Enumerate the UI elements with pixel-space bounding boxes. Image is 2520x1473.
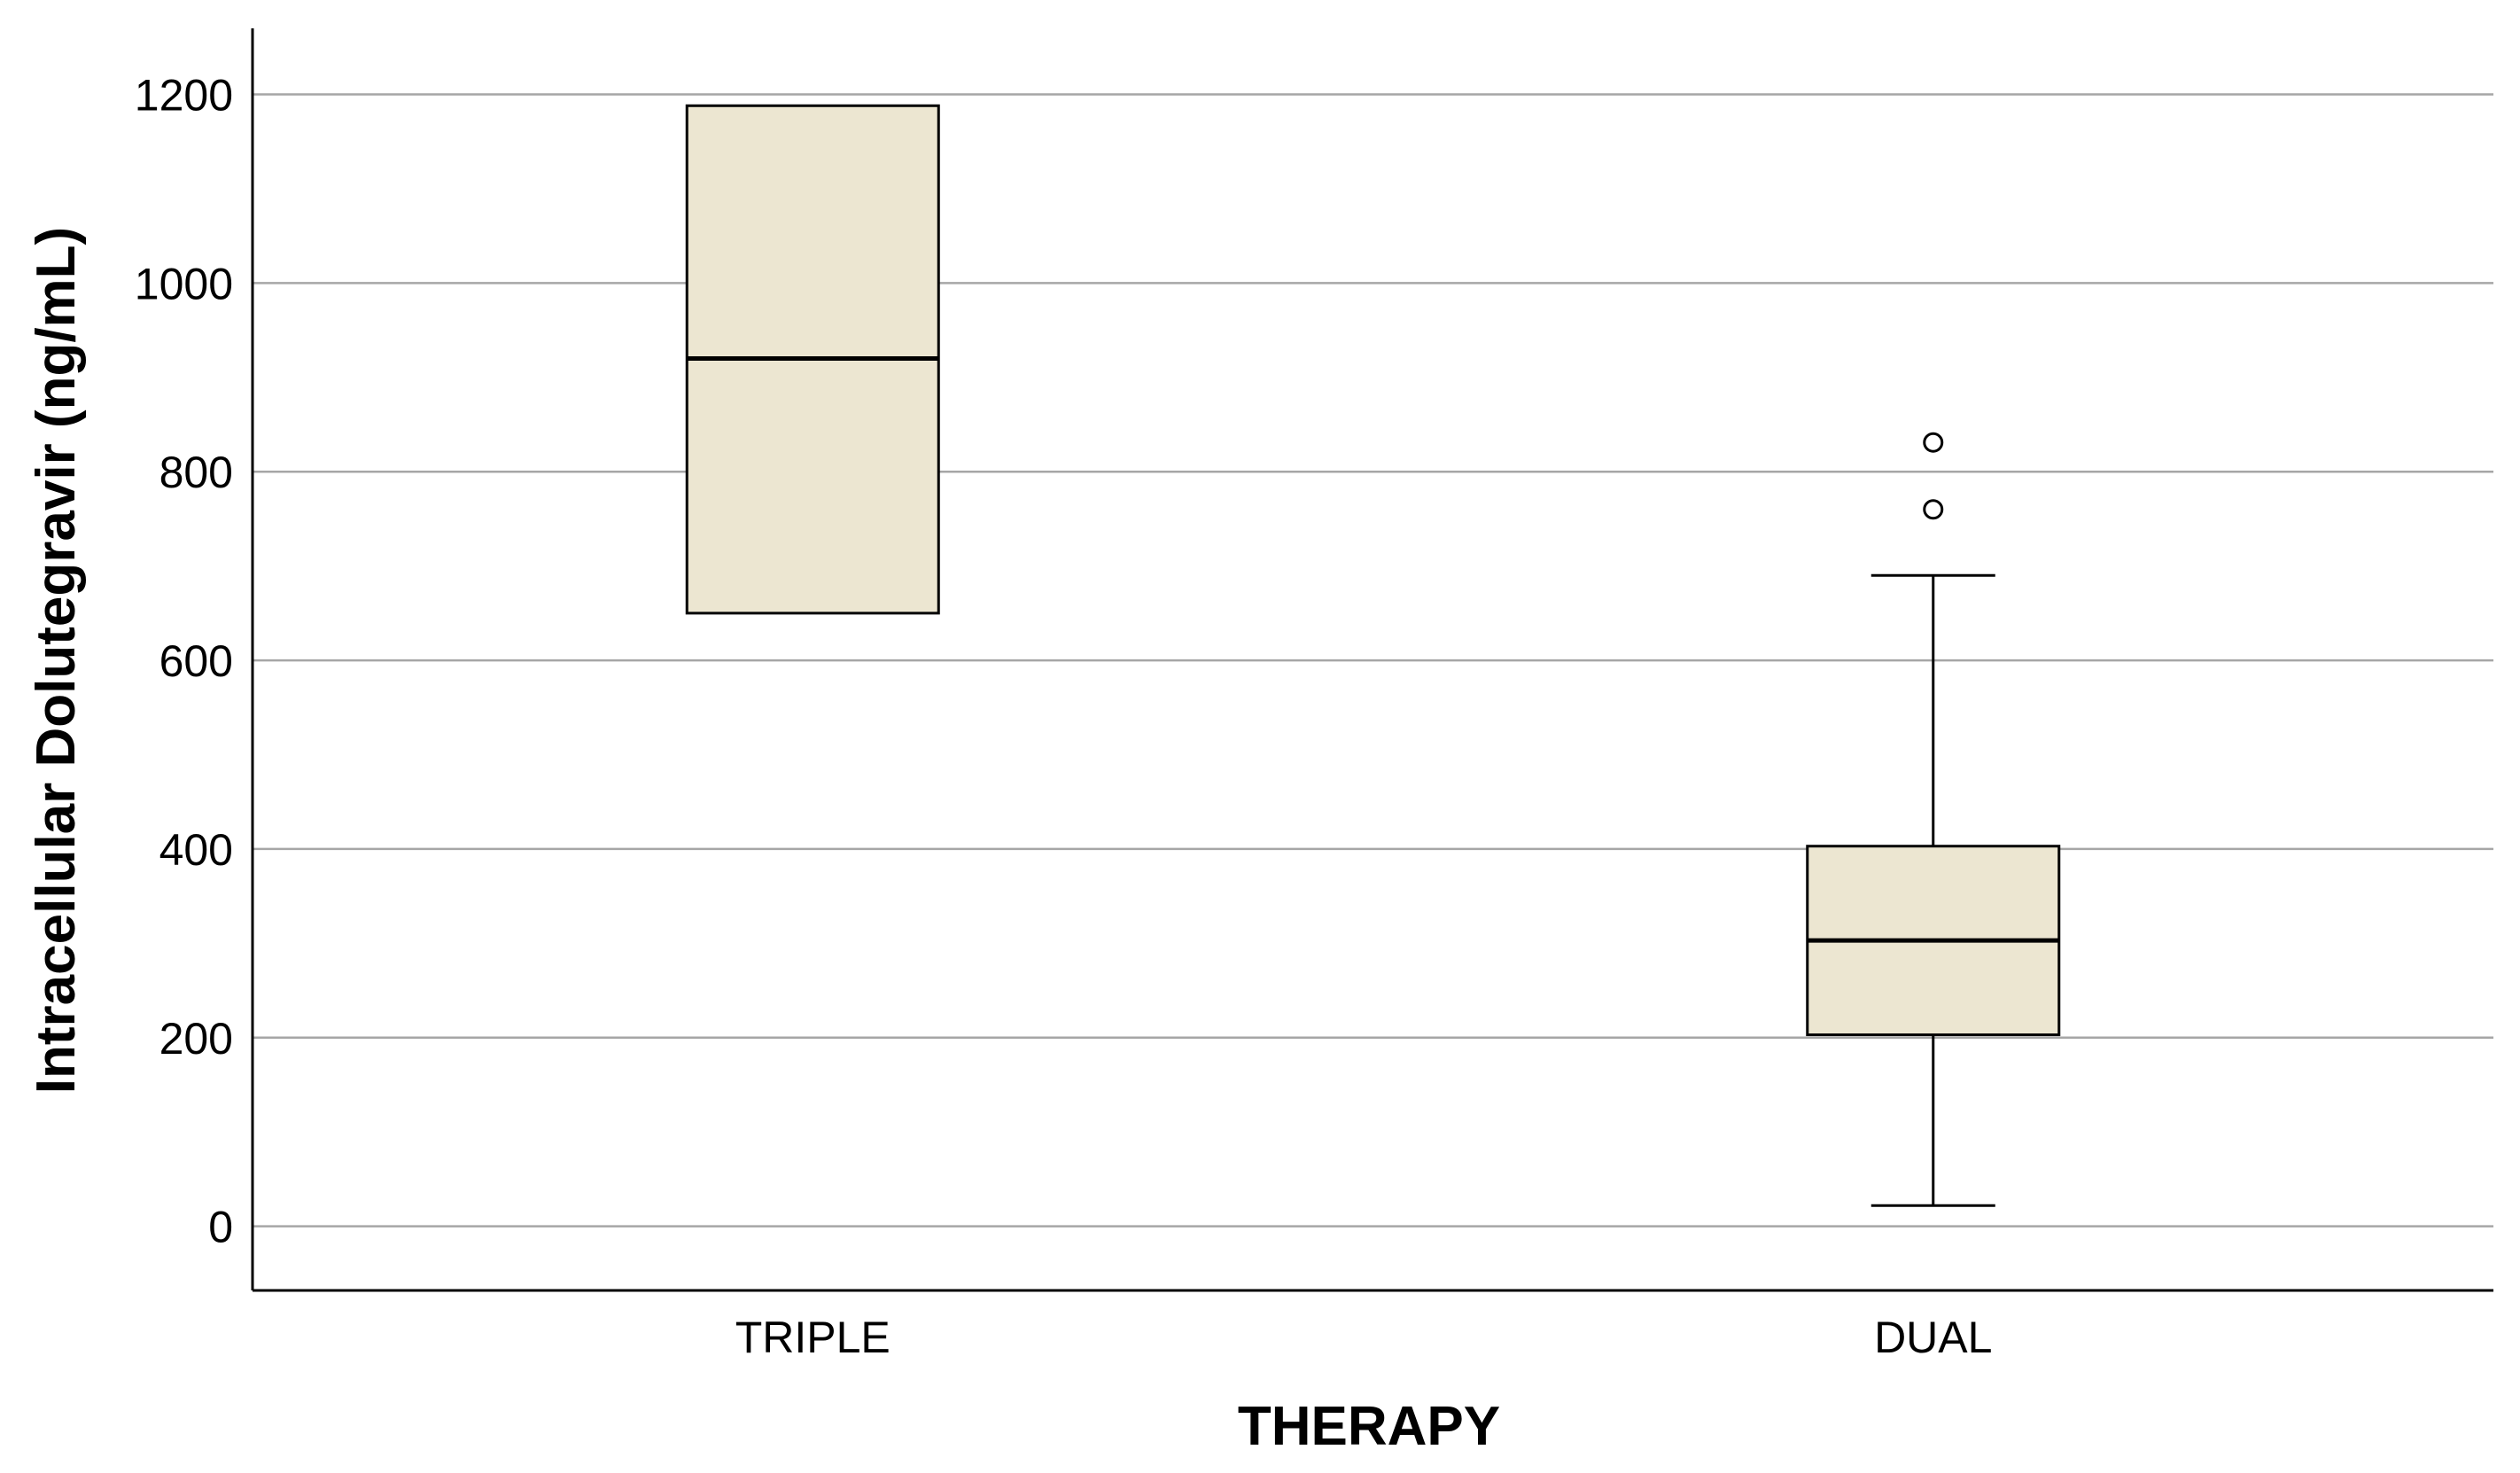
x-axis-title: THERAPY <box>1238 1396 1500 1457</box>
y-tick-label-200: 200 <box>159 1014 233 1064</box>
box-dual <box>1806 432 2061 1207</box>
y-tick-label-0: 0 <box>208 1203 233 1252</box>
y-tick-labels: 0 200 400 600 800 1000 1200 <box>135 70 233 1251</box>
box-triple <box>685 104 940 615</box>
boxes <box>685 104 2061 1207</box>
outlier-dual-1 <box>1923 432 1944 453</box>
x-tick-label-triple: TRIPLE <box>735 1313 891 1362</box>
axes <box>251 28 2493 1292</box>
y-tick-label-1000: 1000 <box>135 259 233 308</box>
x-tick-labels: TRIPLE DUAL <box>735 1313 1993 1362</box>
y-tick-label-400: 400 <box>159 825 233 875</box>
x-tick-label-dual: DUAL <box>1874 1313 1992 1362</box>
grid-lines <box>253 93 2493 1228</box>
y-tick-label-600: 600 <box>159 636 233 686</box>
y-axis-title: Intracellular Dolutegravir (ng/mL) <box>26 227 87 1094</box>
outlier-dual-0 <box>1923 499 1944 520</box>
y-tick-label-800: 800 <box>159 448 233 497</box>
y-tick-label-1200: 1200 <box>135 70 233 120</box>
